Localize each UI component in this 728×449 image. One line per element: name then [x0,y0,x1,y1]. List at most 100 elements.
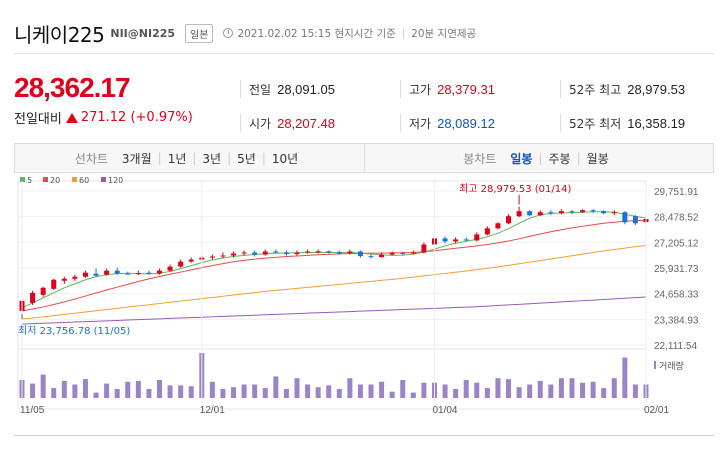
legend-label: 5 [27,176,32,185]
volume-bar [252,384,258,398]
stat-label: 52주 최고 [569,82,622,97]
volume-bar [178,385,184,398]
volume-legend-swatch [654,361,656,369]
legend-label: 60 [79,176,89,185]
candle-body [558,211,564,214]
volume-bar [104,383,110,398]
legend-swatch [72,177,77,182]
candle-body [336,252,342,254]
stat-value: 28,089.12 [437,115,495,131]
period-5y-button[interactable]: 5년 [237,151,256,166]
header-divider [14,53,714,54]
period-10y-button[interactable]: 10년 [271,151,299,166]
y-tick-label: 28,478.52 [654,213,699,224]
stat-prev-close: 전일 28,091.05 [240,80,400,98]
clock-icon [223,28,234,38]
y-tick-label: 24,658.33 [654,290,699,301]
period-3m-button[interactable]: 3개월 [121,151,152,166]
candle-body [82,272,88,277]
volume-bar [495,378,501,398]
line-chart-button[interactable]: 선차트 [74,151,108,166]
stat-label: 52주 최저 [569,116,622,131]
candle-body [315,251,321,253]
divider: | [261,151,266,165]
index-code: NII@NI225 [110,26,176,40]
candle-body [326,251,332,253]
volume-bar [421,382,427,398]
stats-grid: 전일 28,091.05 고가 28,379.31 52주 최고 28,979.… [240,72,710,140]
volume-bar [611,378,617,398]
delay-notice: 20분 지연제공 [411,27,477,40]
y-tick-label: 25,931.73 [654,264,699,275]
candle-body [368,256,374,258]
candle-body [580,210,586,213]
candle-body [220,255,226,257]
ma60-line [21,244,647,320]
candle-chart-button[interactable]: 봉차트 [463,151,497,166]
high-annotation: 최고 28,979.53 (01/14) [459,183,571,195]
country-badge: 일본 [185,23,214,43]
divider: | [576,151,581,165]
volume-bar [72,384,78,398]
index-title: 니케이225 [14,22,105,47]
volume-label: 거래량 [659,360,684,372]
volume-bar [548,384,554,398]
header: 니케이225 NII@NI225 일본 2021.02.02 15:15 현지시… [14,18,476,48]
candle-body [241,252,247,254]
divider: | [538,151,543,165]
timestamp: 2021.02.02 15:15 현지시간 기준 [237,27,396,40]
volume-bar [156,380,162,398]
monthly-candle-button[interactable]: 월봉 [586,151,609,166]
candle-body [442,238,448,242]
candle-body [283,252,289,255]
volume-bar [51,388,57,398]
x-tick-label: 12/01 [200,405,225,416]
volume-bar [527,384,533,398]
candle-body [104,270,110,275]
footer-divider [14,435,714,436]
candle-body [305,251,311,253]
volume-bar [453,389,459,398]
volume-bar [30,383,36,398]
candle-body [209,256,215,258]
volume-bar [294,378,300,398]
volume-bar [379,381,385,398]
candle-body [156,270,162,274]
volume-bar [389,391,395,398]
candle-body [188,259,194,262]
line-chart-group: 선차트 3개월 | 1년 | 3년 | 5년 | 10년 [15,144,365,172]
period-3y-button[interactable]: 3년 [202,151,222,166]
candle-body [453,239,459,242]
candle-body [548,212,554,214]
volume-bar [632,384,638,398]
daily-candle-button[interactable]: 일봉 [510,151,533,166]
volume-bar [368,384,374,398]
volume-bar [209,381,215,398]
volume-bar [569,378,575,398]
candle-body [252,252,258,255]
period-1y-button[interactable]: 1년 [167,151,187,166]
candle-body [30,292,36,303]
volume-bar [580,382,586,398]
volume-bar [537,380,543,398]
stat-label: 전일 [249,82,272,97]
candle-body [72,276,78,279]
stat-52w-high: 52주 최고 28,979.53 [560,80,710,98]
volume-bar [315,387,321,398]
candle-body [273,251,279,253]
legend-swatch [101,177,106,182]
divider: | [227,151,232,165]
candle-body [178,261,184,267]
volume-bar [273,376,279,398]
legend-label: 20 [50,176,60,185]
volume-bar [241,384,247,398]
divider: | [157,151,162,165]
volume-bar [463,380,469,398]
candle-body [537,212,543,216]
weekly-candle-button[interactable]: 주봉 [548,151,571,166]
candle-body [506,216,512,224]
candle-body [463,239,469,241]
x-tick-label: 11/05 [20,405,45,416]
volume-bar [125,381,131,398]
candle-body [400,252,406,254]
